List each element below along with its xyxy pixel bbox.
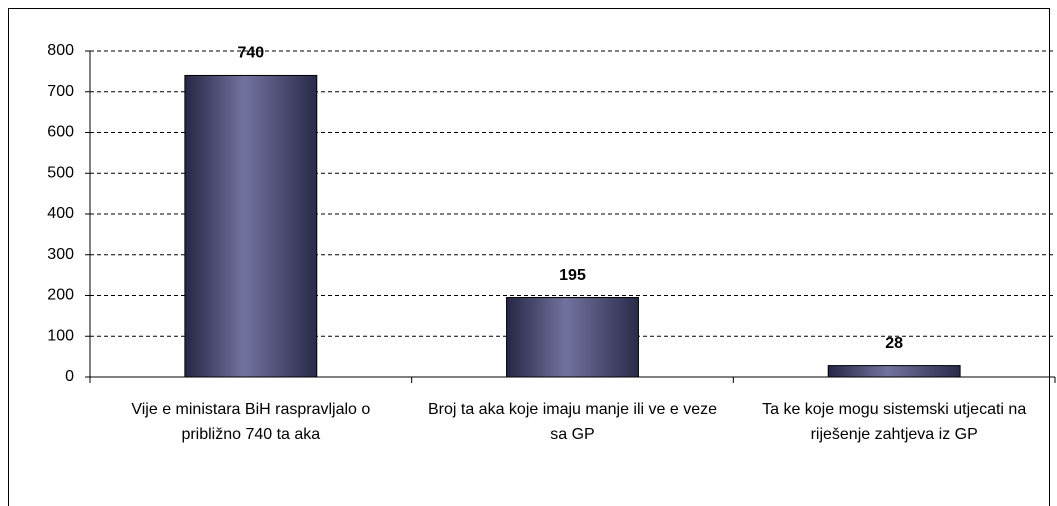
bar xyxy=(184,74,318,378)
y-tick-label: 0 xyxy=(65,368,74,385)
y-tick-label: 300 xyxy=(47,246,74,263)
y-tick-label: 100 xyxy=(47,327,74,344)
value-label: 195 xyxy=(559,267,586,284)
chart-border xyxy=(8,8,1050,506)
x-tick-label: Vije e ministara BiH raspravljalo o prib… xyxy=(131,401,371,443)
y-tick-label: 400 xyxy=(47,205,74,222)
bar xyxy=(827,365,961,378)
y-tick-label: 200 xyxy=(47,287,74,304)
y-tick-label: 600 xyxy=(47,124,74,141)
value-label: 28 xyxy=(885,335,903,352)
y-tick-label: 800 xyxy=(47,42,74,59)
x-tick-label: Ta ke koje mogu sistemski utjecati na ri… xyxy=(762,401,1027,443)
y-tick-label: 700 xyxy=(47,83,74,100)
bar xyxy=(506,297,639,378)
value-label: 740 xyxy=(237,45,264,62)
x-tick-label: Broj ta aka koje imaju manje ili ve e ve… xyxy=(427,401,718,443)
y-tick-label: 500 xyxy=(47,164,74,181)
